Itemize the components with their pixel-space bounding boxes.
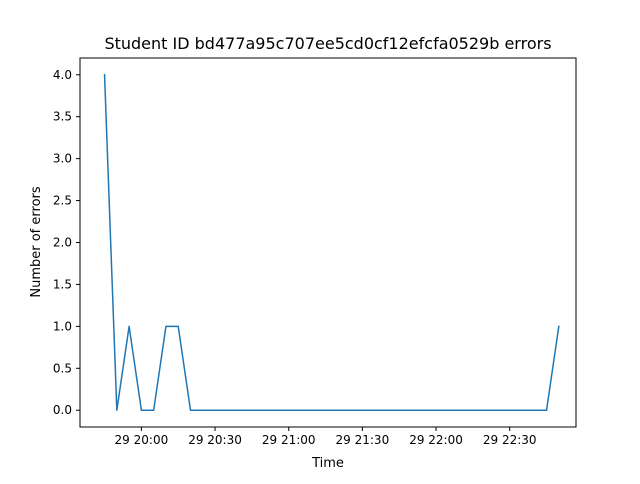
y-tick-label: 1.0 bbox=[53, 319, 72, 333]
x-tick-label: 29 22:30 bbox=[483, 433, 537, 447]
y-tick-label: 0.0 bbox=[53, 403, 72, 417]
x-tick-label: 29 21:00 bbox=[262, 433, 316, 447]
y-tick-label: 2.5 bbox=[53, 194, 72, 208]
x-tick-label: 29 21:30 bbox=[336, 433, 390, 447]
y-axis-label: Number of errors bbox=[29, 186, 44, 297]
x-axis-label: Time bbox=[311, 456, 344, 471]
x-tick-label: 29 22:00 bbox=[409, 433, 463, 447]
plot-frame bbox=[79, 57, 577, 428]
y-tick-label: 3.0 bbox=[53, 152, 72, 166]
y-tick-label: 3.5 bbox=[53, 110, 72, 124]
chart-title: Student ID bd477a95c707ee5cd0cf12efcfa05… bbox=[104, 34, 551, 53]
y-tick-label: 0.5 bbox=[53, 361, 72, 375]
y-tick-label: 2.0 bbox=[53, 236, 72, 250]
y-tick-label: 4.0 bbox=[53, 68, 72, 82]
y-tick-label: 1.5 bbox=[53, 277, 72, 291]
x-tick-label: 29 20:30 bbox=[188, 433, 242, 447]
x-tick-label: 29 20:00 bbox=[115, 433, 169, 447]
series-line bbox=[103, 73, 560, 411]
